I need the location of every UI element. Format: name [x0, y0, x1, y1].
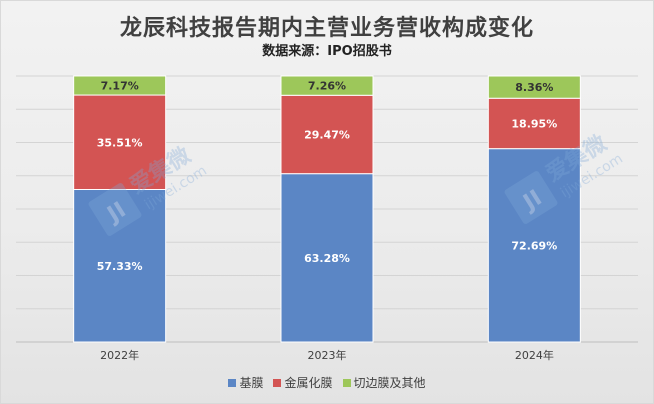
legend-label: 基膜	[239, 376, 264, 390]
bar-segment	[280, 75, 374, 96]
bar-segment	[487, 75, 581, 99]
watermark-badge	[88, 183, 142, 236]
data-label: 7.26%	[308, 80, 346, 93]
data-label: 7.17%	[101, 80, 139, 93]
data-label: 63.28%	[304, 252, 350, 265]
legend-item: 金属化膜	[273, 374, 333, 391]
x-tick-label: 2022年	[100, 348, 139, 362]
legend: 基膜 金属化膜 切边膜及其他	[0, 374, 654, 391]
legend-swatch	[342, 378, 351, 387]
watermark-badge	[504, 171, 558, 224]
x-axis-ticks: 2022年 2023年 2024年	[100, 348, 554, 362]
x-tick-label: 2024年	[515, 348, 554, 362]
data-label: 35.51%	[97, 136, 143, 149]
data-label: 72.69%	[511, 239, 557, 252]
x-tick-label: 2023年	[308, 348, 347, 362]
data-labels: 57.33% 35.51% 7.17% 63.28% 29.47% 7.26% 72.69%…	[97, 80, 557, 273]
chart-title: 龙辰科技报告期内主营业务营收构成变化	[119, 15, 534, 41]
bar-segment	[487, 148, 581, 343]
legend-item: 切边膜及其他	[342, 374, 426, 391]
legend-label: 切边膜及其他	[353, 376, 426, 390]
data-label: 29.47%	[304, 128, 350, 141]
data-label: 18.95%	[511, 117, 557, 130]
legend-item: 基膜	[228, 374, 263, 391]
chart-subtitle: 数据来源：IPO招股书	[262, 44, 392, 59]
data-label: 57.33%	[97, 260, 143, 273]
bar-segment	[487, 97, 581, 150]
legend-swatch	[228, 378, 237, 387]
bar-segment	[73, 75, 167, 96]
bars	[73, 75, 581, 343]
data-label: 8.36%	[515, 81, 553, 94]
legend-label: 金属化膜	[284, 376, 333, 390]
bar-segment	[280, 173, 374, 343]
legend-swatch	[273, 378, 282, 387]
